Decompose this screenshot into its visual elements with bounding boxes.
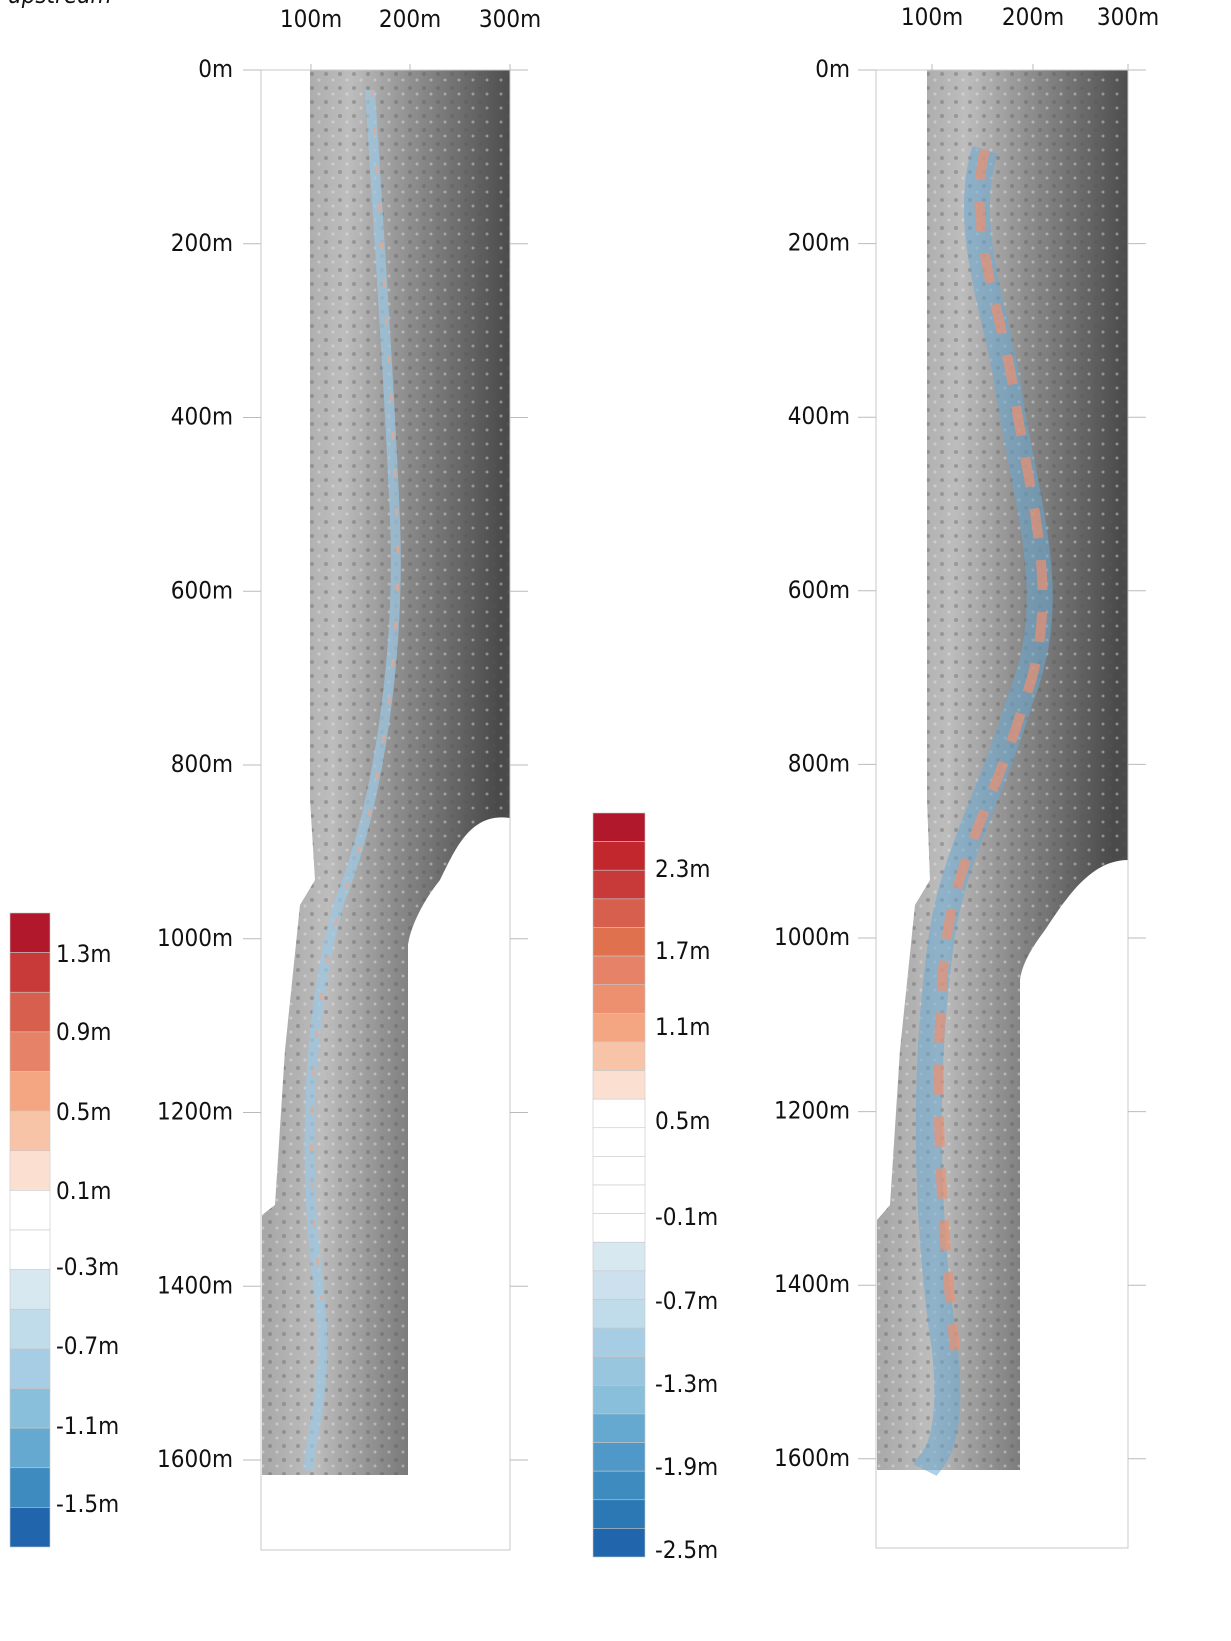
legend-label: -2.5m bbox=[655, 1536, 718, 1564]
legend-swatch bbox=[593, 1185, 645, 1214]
legend-swatch bbox=[10, 1151, 50, 1191]
legend-swatch bbox=[10, 1428, 50, 1468]
legend-label: 0.5m bbox=[655, 1107, 710, 1135]
legend-swatch bbox=[10, 1309, 50, 1349]
legend-swatch bbox=[593, 1357, 645, 1386]
legend-label: 2.3m bbox=[655, 855, 710, 883]
legend-label: 1.1m bbox=[655, 1013, 710, 1041]
legend-label: -0.1m bbox=[655, 1203, 718, 1231]
legend-label: -1.5m bbox=[56, 1490, 119, 1518]
legend-swatch bbox=[10, 1190, 50, 1230]
legend-swatch bbox=[593, 842, 645, 871]
legend-swatch bbox=[593, 1471, 645, 1500]
y-tick-label: 0m bbox=[198, 55, 233, 83]
legend-swatch bbox=[593, 1528, 645, 1557]
legend-label: 0.1m bbox=[56, 1177, 111, 1205]
legend-label: 0.9m bbox=[56, 1018, 111, 1046]
figure: upstream 100m 200m 300m 0m 200m 400m 600m 800m 1… bbox=[0, 0, 1231, 1641]
figure-canvas: upstream 100m 200m 300m 0m 200m 400m 600m 800m 1… bbox=[0, 0, 1231, 1641]
y-tick-label: 800m bbox=[788, 749, 850, 777]
legend-swatch bbox=[10, 1072, 50, 1112]
legend-swatch bbox=[593, 1242, 645, 1271]
legend-label: -0.3m bbox=[56, 1253, 119, 1281]
map-left bbox=[262, 70, 510, 1475]
legend-swatch bbox=[593, 1328, 645, 1357]
legend-swatch bbox=[593, 1156, 645, 1185]
legend-label: 1.7m bbox=[655, 937, 710, 965]
legend-label: -0.7m bbox=[56, 1332, 119, 1360]
legend-swatch bbox=[593, 1013, 645, 1042]
legend-swatch bbox=[10, 913, 50, 953]
y-tick-label: 1000m bbox=[774, 923, 850, 951]
legend-swatch bbox=[593, 985, 645, 1014]
legend-swatch bbox=[593, 1128, 645, 1157]
y-tick-label: 400m bbox=[788, 402, 850, 430]
y-tick-label: 0m bbox=[815, 55, 850, 83]
legend-swatch bbox=[593, 1443, 645, 1472]
legend-swatch bbox=[593, 1099, 645, 1128]
y-tick-label: 600m bbox=[788, 576, 850, 604]
y-tick-label: 1200m bbox=[157, 1098, 233, 1126]
legend-label: 1.3m bbox=[56, 940, 111, 968]
legend-swatch bbox=[593, 927, 645, 956]
legend-swatch bbox=[593, 1271, 645, 1300]
legend-swatch bbox=[593, 899, 645, 928]
legend-swatch bbox=[10, 1349, 50, 1389]
legend-swatch bbox=[10, 1270, 50, 1310]
legend-swatch bbox=[593, 1500, 645, 1529]
x-tick-label: 100m bbox=[280, 5, 342, 33]
y-tick-label: 1400m bbox=[157, 1271, 233, 1299]
legend-swatch bbox=[10, 1111, 50, 1151]
legend-label: -0.7m bbox=[655, 1287, 718, 1315]
legend-swatch bbox=[593, 1299, 645, 1328]
y-tick-label: 400m bbox=[171, 403, 233, 431]
x-tick-label: 300m bbox=[479, 5, 541, 33]
legend-swatch bbox=[593, 1071, 645, 1100]
x-tick-label: 200m bbox=[379, 5, 441, 33]
legend-swatch bbox=[10, 1468, 50, 1508]
legend-label: -1.1m bbox=[56, 1412, 119, 1440]
legend-label: 0.5m bbox=[56, 1098, 111, 1126]
legend-swatch bbox=[10, 953, 50, 993]
y-tick-label: 1000m bbox=[157, 924, 233, 952]
y-tick-label: 600m bbox=[171, 576, 233, 604]
legend-swatch bbox=[593, 1414, 645, 1443]
y-tick-label: 200m bbox=[788, 229, 850, 257]
legend-swatch bbox=[10, 1507, 50, 1547]
legend-label: -1.9m bbox=[655, 1453, 718, 1481]
x-tick-label: 100m bbox=[901, 3, 963, 31]
legend-swatch bbox=[593, 813, 645, 842]
legend-swatch bbox=[593, 1385, 645, 1414]
legend-swatch bbox=[10, 1389, 50, 1429]
y-tick-label: 200m bbox=[171, 229, 233, 257]
y-tick-label: 1400m bbox=[774, 1270, 850, 1298]
legend-swatch bbox=[593, 1042, 645, 1071]
legend-label: -1.3m bbox=[655, 1370, 718, 1398]
x-tick-label: 200m bbox=[1002, 3, 1064, 31]
y-tick-label: 1600m bbox=[157, 1445, 233, 1473]
legend-swatch bbox=[10, 1230, 50, 1270]
legend-swatch bbox=[10, 992, 50, 1032]
y-tick-label: 1200m bbox=[774, 1097, 850, 1125]
map-right bbox=[877, 70, 1128, 1470]
panel-label: upstream bbox=[8, 0, 112, 9]
y-tick-label: 800m bbox=[171, 750, 233, 778]
legend-swatch bbox=[593, 956, 645, 985]
legend-swatch bbox=[593, 870, 645, 899]
x-tick-label: 300m bbox=[1097, 3, 1159, 31]
y-tick-label: 1600m bbox=[774, 1444, 850, 1472]
legend-swatch bbox=[10, 1032, 50, 1072]
legend-swatch bbox=[593, 1214, 645, 1243]
